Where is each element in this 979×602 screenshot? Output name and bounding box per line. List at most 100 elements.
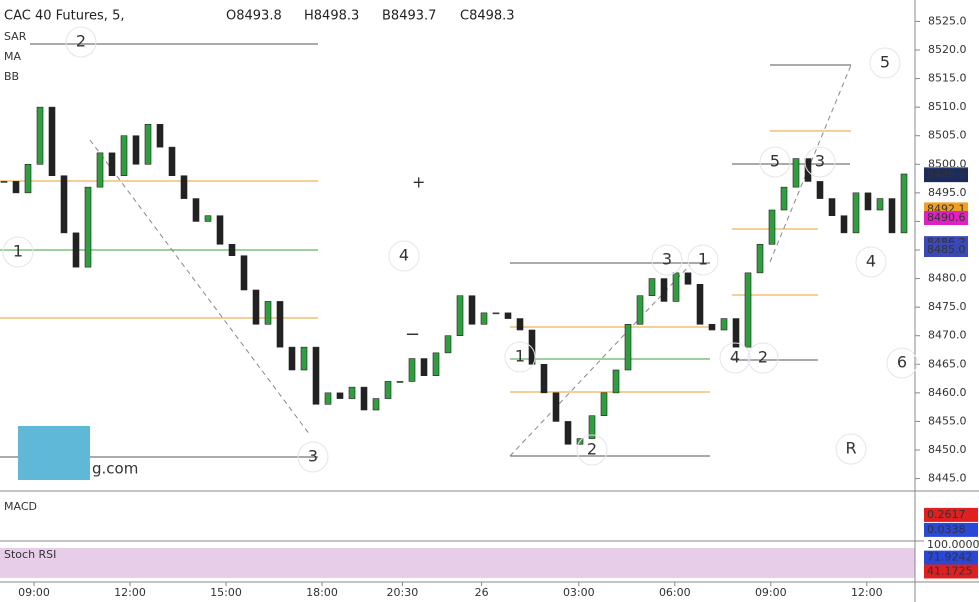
chart-title: CAC 40 Futures, 5, xyxy=(4,9,124,24)
candle xyxy=(768,209,776,245)
y-tick-label: 8455.0 xyxy=(928,414,967,427)
macd-label: MACD xyxy=(4,500,37,513)
candle xyxy=(288,346,296,371)
price-badge-label: 8485.0 xyxy=(927,243,966,256)
candle xyxy=(48,106,56,177)
candle xyxy=(12,181,20,194)
wave-label: 3 xyxy=(815,152,825,171)
wave-circle xyxy=(869,47,901,79)
candle xyxy=(648,278,656,297)
candle xyxy=(900,173,908,234)
wave-circle xyxy=(747,342,779,374)
wave-label: 4 xyxy=(866,252,876,271)
candle xyxy=(864,192,872,211)
candle xyxy=(468,295,476,325)
wave-label: 4 xyxy=(399,246,409,265)
x-tick-label: 12:00 xyxy=(851,586,883,599)
price-badge xyxy=(924,243,968,257)
candle xyxy=(132,135,140,165)
candle xyxy=(684,272,692,285)
cross-marker: + xyxy=(412,173,425,192)
candle xyxy=(84,186,92,268)
candle xyxy=(156,123,164,148)
candle xyxy=(216,215,224,245)
candle xyxy=(36,106,44,165)
minus-marker: − xyxy=(405,324,420,345)
panel-badge-label: 41.1725 xyxy=(927,564,973,577)
candle xyxy=(720,318,728,331)
quote-high: H8498.3 xyxy=(304,9,359,24)
y-tick-label: 8510.0 xyxy=(928,100,967,113)
candle xyxy=(336,392,344,399)
wave-circle xyxy=(687,244,719,276)
candle xyxy=(852,192,860,234)
candle xyxy=(60,175,68,234)
y-tick-label: 8475.0 xyxy=(928,300,967,313)
price-badge-label: 8498.1 xyxy=(927,168,966,181)
panel-badge-label: 100.0000 xyxy=(927,538,979,551)
fib-line xyxy=(509,264,691,457)
candle xyxy=(204,215,212,222)
wave-label: 2 xyxy=(587,440,597,459)
panel-badge xyxy=(924,538,978,552)
candle xyxy=(348,386,356,399)
indicator-label: SAR xyxy=(4,30,27,43)
wave-label: 1 xyxy=(13,242,23,261)
candle xyxy=(552,392,560,422)
wave-label: 4 xyxy=(730,348,740,367)
candle xyxy=(672,272,680,302)
indicator-label: BB xyxy=(4,70,19,83)
wave-circle xyxy=(886,347,918,379)
candle xyxy=(876,198,884,211)
panel-badge xyxy=(924,507,978,522)
y-tick-label: 8450.0 xyxy=(928,443,967,456)
candle xyxy=(72,232,80,268)
candle xyxy=(108,152,116,177)
candle xyxy=(396,381,404,383)
x-tick-label: 26 xyxy=(475,586,489,599)
candle xyxy=(660,278,668,302)
candle xyxy=(312,346,320,405)
y-tick-label: 8520.0 xyxy=(928,43,967,56)
candle xyxy=(372,398,380,411)
wave-label: 1 xyxy=(515,347,525,366)
candle xyxy=(444,335,452,354)
candle xyxy=(600,392,608,417)
candle xyxy=(480,312,488,325)
x-tick-label: 03:00 xyxy=(563,586,595,599)
watermark: g.com xyxy=(92,460,138,478)
candle xyxy=(840,215,848,234)
x-tick-label: 12:00 xyxy=(114,586,146,599)
candle xyxy=(564,421,572,445)
candle xyxy=(276,301,284,348)
indicator-label: MA xyxy=(4,50,21,63)
wave-circle xyxy=(651,244,683,276)
candle xyxy=(456,295,464,337)
wave-label: 6 xyxy=(897,353,907,372)
panel-badge-label: 0.2617 xyxy=(927,508,966,521)
fib-line xyxy=(89,139,311,436)
wave-label: 2 xyxy=(76,32,86,51)
wave-circle xyxy=(576,434,608,466)
candle xyxy=(324,392,332,405)
candle xyxy=(828,198,836,217)
wave-circle xyxy=(65,26,97,58)
candle xyxy=(0,181,8,183)
candle xyxy=(120,135,128,177)
wave-circle xyxy=(759,146,791,178)
y-tick-label: 8505.0 xyxy=(928,129,967,142)
logo xyxy=(18,426,90,480)
panel-badge-label: 71.9242 xyxy=(927,551,973,564)
candle xyxy=(492,312,500,315)
y-tick-label: 8445.0 xyxy=(928,472,967,485)
wave-circle xyxy=(2,236,34,268)
candle xyxy=(180,175,188,199)
candle xyxy=(636,295,644,325)
wave-circle xyxy=(835,433,867,465)
x-tick-label: 06:00 xyxy=(659,586,691,599)
panel-badge-label: 0.0338 xyxy=(927,523,966,536)
candle xyxy=(264,301,272,325)
candle xyxy=(168,146,176,177)
candle xyxy=(540,363,548,394)
